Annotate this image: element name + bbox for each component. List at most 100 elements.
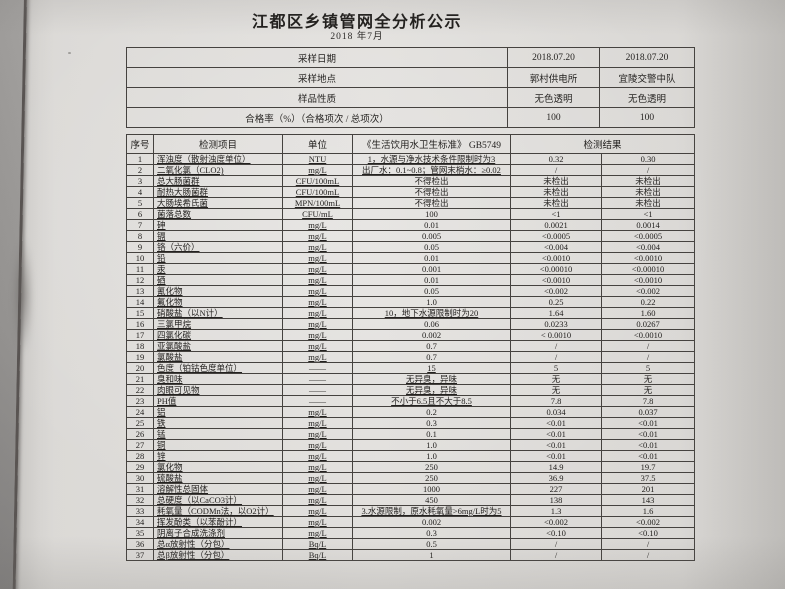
col-header-result: 检测结果 <box>509 134 696 154</box>
table-row: 17 四氯化碳 mg/L 0.002 < 0.0010 <0.0010 <box>126 329 696 341</box>
row-standard-text: 1.0 <box>426 440 437 450</box>
row-item-text: 氯化物 <box>157 462 183 472</box>
row-standard-text: 0.06 <box>424 319 439 329</box>
row-unit: mg/L <box>282 307 353 319</box>
row-unit-text: mg/L <box>308 495 327 505</box>
row-item: 耗氧量（CODMn法，以O2计） <box>153 505 283 517</box>
row-item: 肉眼可见物 <box>153 384 283 396</box>
row-result-1: <0.01 <box>510 417 602 429</box>
row-standard-text: 无异臭，异味 <box>405 385 457 395</box>
row-result-2: / <box>600 340 696 352</box>
row-unit: mg/L <box>282 340 353 352</box>
photo-shadow-smudge <box>13 238 33 353</box>
row-item-text: 铅 <box>157 253 166 263</box>
row-unit: Bq/L <box>282 538 353 550</box>
row-unit: Bq/L <box>282 549 353 561</box>
row-standard: 10，地下水源限制时为20 <box>352 307 511 319</box>
row-item: 色度（铂钴色度单位） <box>153 362 283 374</box>
row-item: 硫酸盐 <box>153 472 283 484</box>
row-unit: CFU/100mL <box>282 186 353 198</box>
row-standard: 1.0 <box>352 296 511 308</box>
row-index: 1 <box>126 153 154 165</box>
row-unit-text: mg/L <box>308 440 327 450</box>
row-item: 砷 <box>153 219 283 231</box>
info-value-2: 2018.07.20 <box>599 47 695 68</box>
row-item: 硝酸盐（以N计） <box>153 307 283 319</box>
analysis-header-row: 序号 检测项目 单位 《生活饮用水卫生标准》 GB5749 检测结果 <box>126 134 696 154</box>
row-item: 氰化物 <box>153 285 283 297</box>
row-result-2: 1.6 <box>600 505 696 517</box>
paper-speck <box>68 52 71 54</box>
row-result-1: 无 <box>510 373 602 385</box>
row-unit-text: mg/L <box>308 484 327 494</box>
row-result-2: 0.0014 <box>600 219 696 231</box>
col-header-unit: 单位 <box>282 134 353 154</box>
row-unit-text: mg/L <box>308 264 327 274</box>
row-standard-text: 0.3 <box>426 528 437 538</box>
row-result-1: / <box>510 549 602 561</box>
row-item-text: 氟化物 <box>157 297 183 307</box>
row-item: 铁 <box>153 417 283 429</box>
row-standard-text: 0.002 <box>421 517 442 527</box>
row-result-2: <1 <box>600 208 696 220</box>
row-item-text: 臭和味 <box>157 374 183 384</box>
row-standard: 无异臭，异味 <box>352 373 511 385</box>
row-index: 25 <box>126 417 154 429</box>
info-label: 合格率（%）（合格项次 / 总项次） <box>126 107 508 128</box>
row-unit: —— <box>282 395 353 407</box>
info-label: 采样日期 <box>126 47 508 68</box>
col-header-index: 序号 <box>126 134 154 154</box>
row-unit-text: mg/L <box>308 528 327 538</box>
row-standard-text: 0.01 <box>424 220 439 230</box>
row-index: 19 <box>126 351 154 363</box>
info-value-1: 无色透明 <box>507 87 600 108</box>
row-item: 镉 <box>153 230 283 242</box>
row-item: 铅 <box>153 252 283 264</box>
table-row: 15 硝酸盐（以N计） mg/L 10，地下水源限制时为20 1.64 1.60 <box>126 307 696 319</box>
row-unit: mg/L <box>282 318 353 330</box>
row-index: 32 <box>126 494 154 506</box>
info-value-2: 100 <box>599 107 695 128</box>
row-standard-text: 1000 <box>423 484 440 494</box>
row-result-2: 7.8 <box>600 395 696 407</box>
row-item: 氯化物 <box>153 461 283 473</box>
row-item-text: 硒 <box>157 275 166 285</box>
row-item-text: 砷 <box>157 220 166 230</box>
row-result-2: / <box>600 549 696 561</box>
row-unit: mg/L <box>282 296 353 308</box>
row-unit: mg/L <box>282 450 353 462</box>
row-standard: 0.01 <box>352 274 511 286</box>
row-result-1: <0.01 <box>510 450 602 462</box>
row-unit-text: Bq/L <box>308 539 327 549</box>
row-item-text: 大肠埃希氏菌 <box>157 198 209 208</box>
row-result-2: 1.60 <box>600 307 696 319</box>
table-row: 24 铝 mg/L 0.2 0.034 0.037 <box>126 406 696 418</box>
row-index: 36 <box>126 538 154 550</box>
table-row: 6 菌落总数 CFU/mL 100 <1 <1 <box>126 208 696 220</box>
row-standard-text: 1.0 <box>426 451 437 461</box>
info-value-1: 2018.07.20 <box>507 47 600 68</box>
table-row: 23 PH值 —— 不小于6.5且不大于8.5 7.8 7.8 <box>126 395 696 407</box>
row-result-1: <0.01 <box>510 439 602 451</box>
row-result-1: 36.9 <box>510 472 602 484</box>
row-unit: —— <box>282 384 353 396</box>
row-index: 2 <box>126 164 154 176</box>
row-item: 总α放射性（分包） <box>153 538 283 550</box>
row-standard-text: 0.002 <box>421 330 442 340</box>
row-standard: 1000 <box>352 483 511 495</box>
row-index: 12 <box>126 274 154 286</box>
row-item-text: 铝 <box>157 407 166 417</box>
row-unit-text: mg/L <box>308 297 327 307</box>
row-standard: 0.01 <box>352 252 511 264</box>
row-standard: 0.2 <box>352 406 511 418</box>
row-result-2: 无 <box>600 373 696 385</box>
row-unit: mg/L <box>282 351 353 363</box>
row-result-1: 0.32 <box>510 153 602 165</box>
table-row: 26 锰 mg/L 0.1 <0.01 <0.01 <box>126 428 696 440</box>
row-standard: 0.5 <box>352 538 511 550</box>
row-standard-text: 0.5 <box>426 539 437 549</box>
col-header-item: 检测项目 <box>153 134 283 154</box>
row-standard: 1 <box>352 549 511 561</box>
row-item: 菌落总数 <box>153 208 283 220</box>
